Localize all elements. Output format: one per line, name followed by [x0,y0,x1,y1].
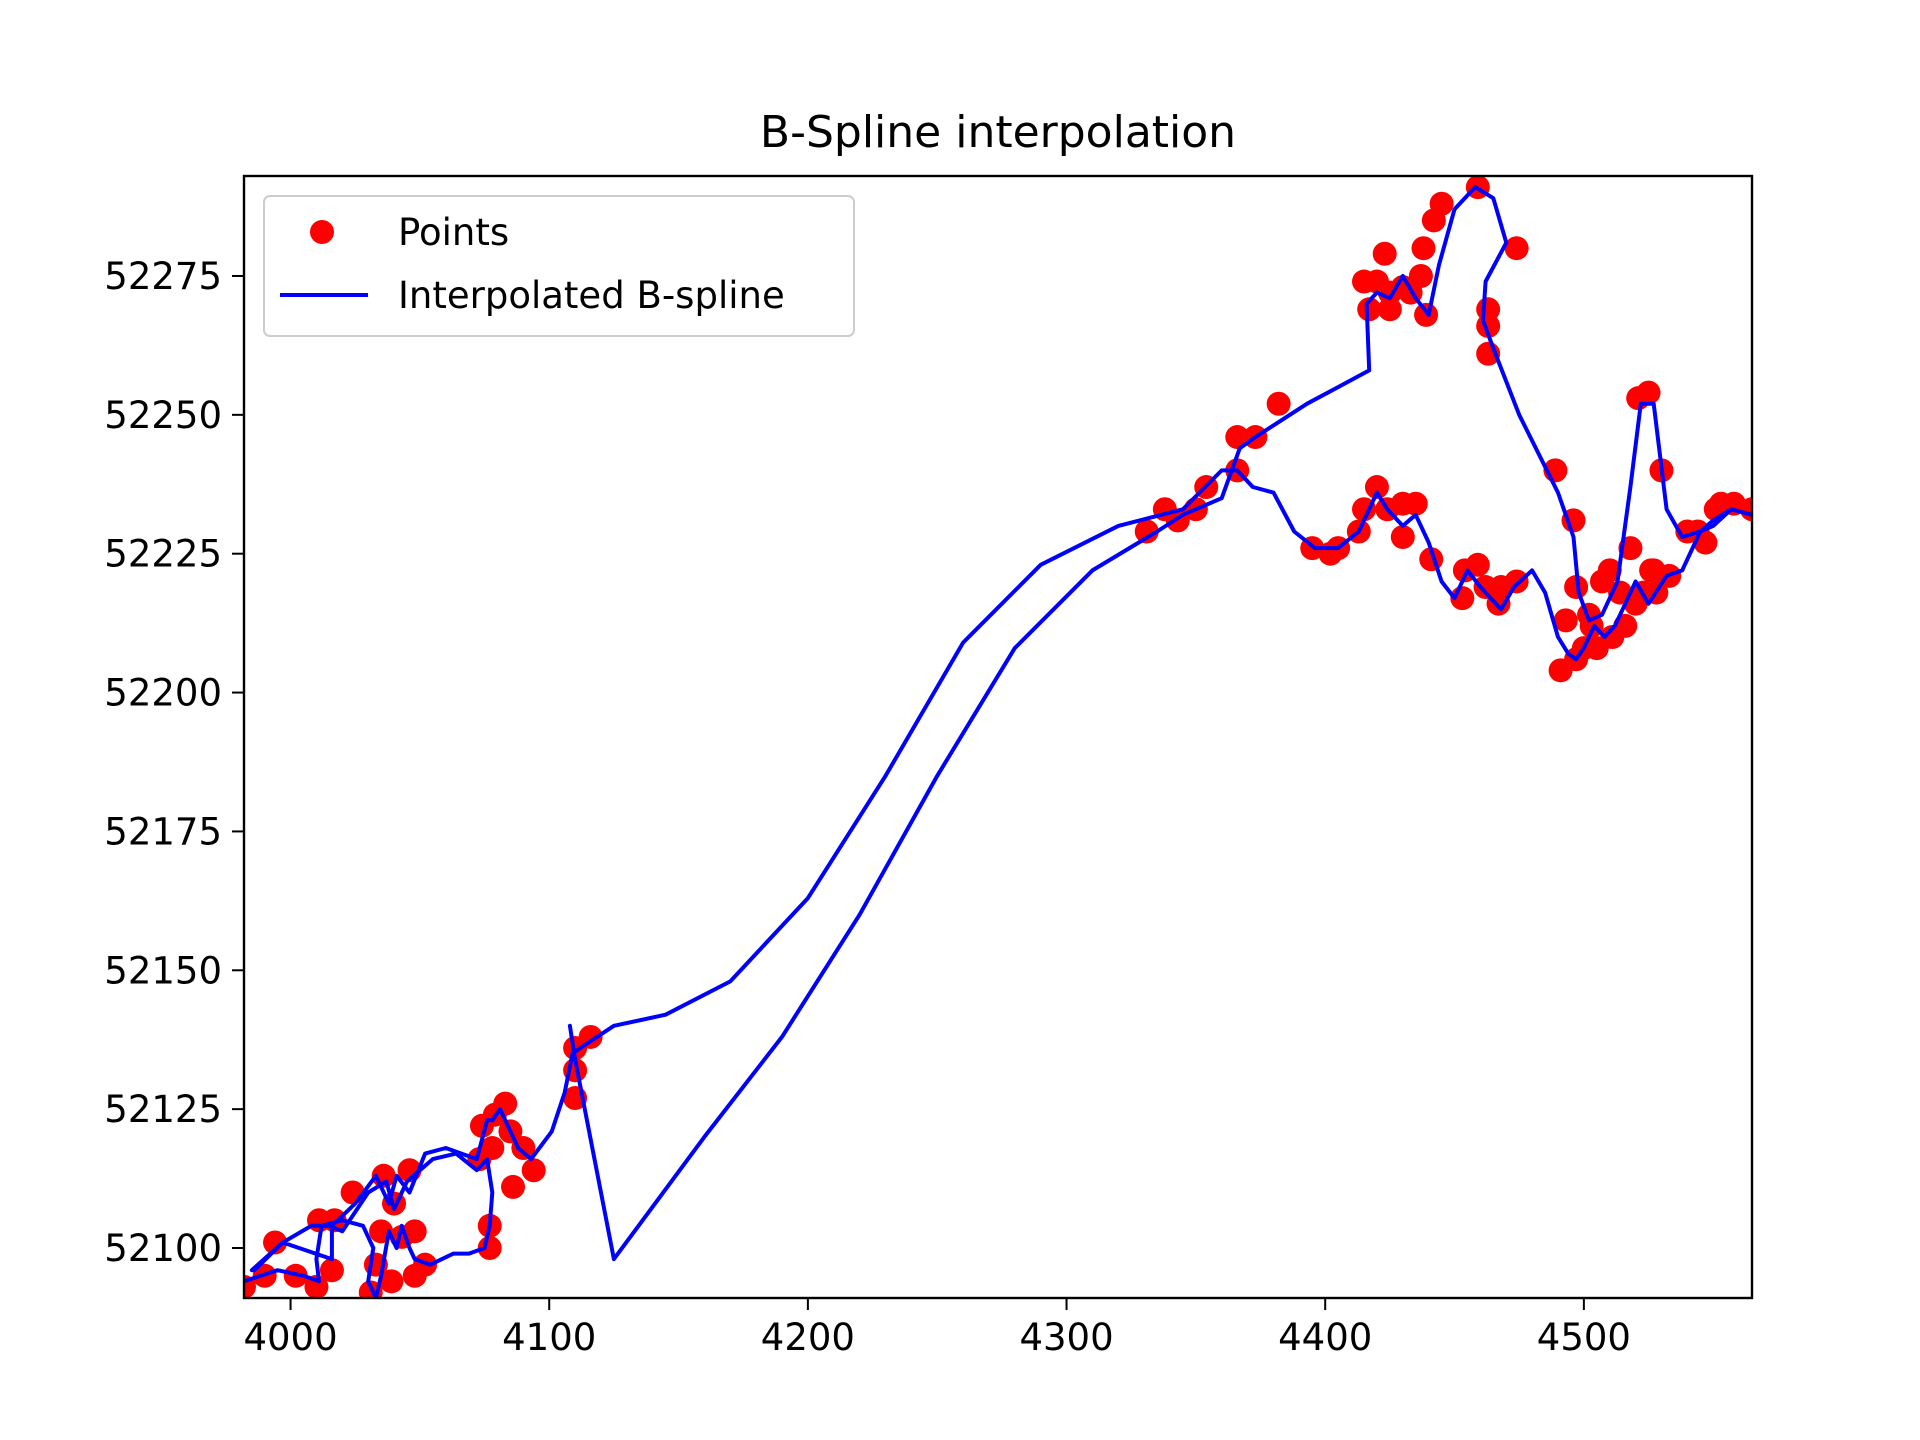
data-point-35 [1134,519,1159,544]
data-point-53 [1372,241,1397,266]
data-point-63 [1411,236,1436,261]
x-tick-label-4400: 4400 [1278,1316,1372,1359]
x-tick-label-4000: 4000 [243,1316,337,1359]
legend-label-0: Points [398,211,509,254]
data-point-28 [501,1174,526,1199]
plot-area [244,176,1752,1298]
plot-frame [242,174,1754,1300]
legend: Points Interpolated B-spline [263,195,855,337]
y-tick-label-52275: 52275 [104,255,222,298]
plot-marks [244,176,1752,1298]
data-point-64 [1414,302,1439,327]
data-point-51 [1364,475,1389,500]
spline-line [244,185,1752,1298]
data-point-99 [1636,380,1661,405]
data-point-91 [1597,558,1622,583]
data-point-61 [1403,491,1428,516]
data-point-43 [1266,391,1291,416]
y-tick-label-52200: 52200 [104,672,222,715]
x-tick-label-4500: 4500 [1537,1316,1631,1359]
y-tick-label-52175: 52175 [104,810,222,853]
data-point-4 [304,1274,329,1298]
data-point-22 [477,1236,502,1261]
data-point-24 [480,1136,505,1161]
data-point-6 [319,1258,344,1283]
data-point-82 [1553,608,1578,633]
chart-title: B-Spline interpolation [760,107,1236,158]
data-point-50 [1357,297,1382,322]
data-point-17 [402,1219,427,1244]
y-tick-label-52250: 52250 [104,394,222,437]
y-tick-label-52150: 52150 [104,949,222,992]
data-point-84 [1564,575,1589,600]
legend-label-1: Interpolated B-spline [398,274,785,317]
data-point-78 [1504,569,1529,594]
x-axis: 4000 4100 4200 4300 4400 4500 [243,1298,1631,1359]
data-point-79 [1504,236,1529,261]
data-point-58 [1390,525,1415,550]
x-tick-label-4200: 4200 [761,1316,855,1359]
x-tick-label-4100: 4100 [502,1316,596,1359]
legend-box [263,195,855,337]
x-tick-label-4300: 4300 [1019,1316,1113,1359]
y-axis: 52100 52125 52150 52175 52200 52225 52250 52275 [104,255,244,1270]
data-point-30 [521,1158,546,1183]
data-point-70 [1465,552,1490,577]
y-tick-label-52100: 52100 [104,1227,222,1270]
data-point-2 [263,1230,288,1255]
y-tick-label-52225: 52225 [104,533,222,576]
data-point-75 [1476,297,1501,322]
data-point-13 [379,1269,404,1294]
legend-points-marker [310,220,334,244]
data-point-56 [1377,297,1402,322]
data-point-67 [1429,191,1454,216]
data-point-62 [1408,263,1433,288]
y-tick-label-52125: 52125 [104,1088,222,1131]
data-point-41 [1225,425,1250,450]
